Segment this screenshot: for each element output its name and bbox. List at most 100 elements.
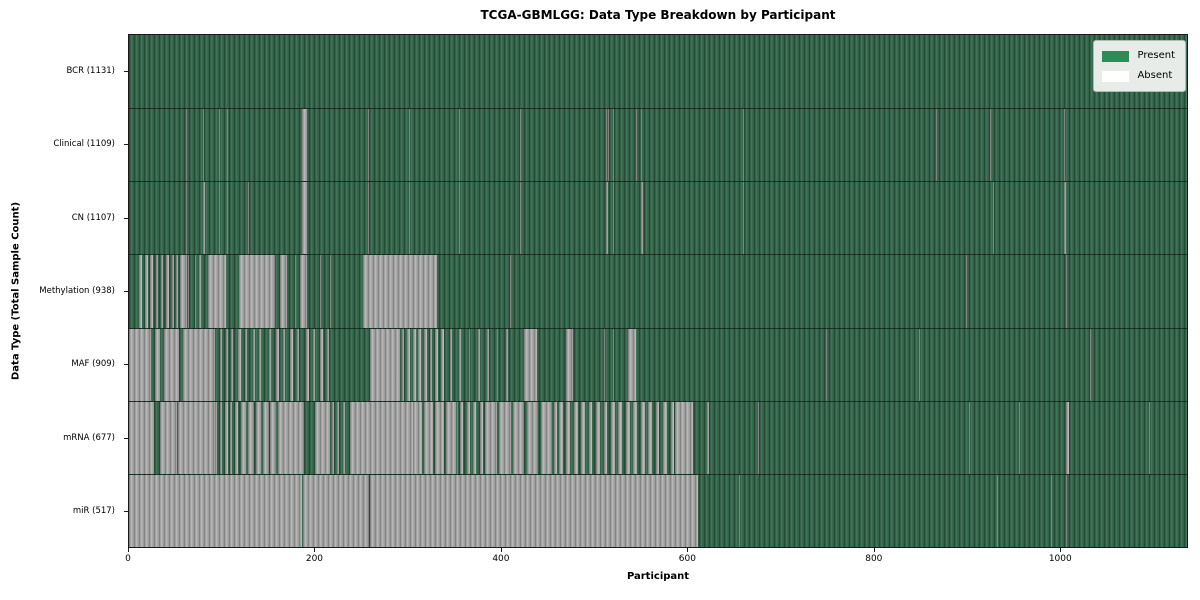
absent-segment xyxy=(268,328,272,401)
absent-segment xyxy=(1066,401,1069,474)
absent-segment xyxy=(195,255,197,328)
absent-segment xyxy=(640,401,645,474)
y-tick-label-bcr: BCR (1131) xyxy=(66,65,116,76)
y-tick-mark xyxy=(124,364,128,366)
absent-segment xyxy=(606,182,609,255)
absent-segment xyxy=(185,182,187,255)
legend-entry-absent: Absent xyxy=(1102,66,1175,86)
matrix-row-mrna xyxy=(129,400,1187,474)
absent-segment xyxy=(435,401,445,474)
absent-segment xyxy=(581,401,585,474)
absent-segment xyxy=(640,109,642,182)
absent-segment xyxy=(219,109,221,182)
absent-segment xyxy=(300,255,307,328)
x-tick-label-200: 200 xyxy=(305,554,324,564)
x-tick-label-1000: 1000 xyxy=(1048,554,1072,564)
absent-segment xyxy=(633,401,638,474)
absent-segment xyxy=(1064,182,1067,255)
absent-segment xyxy=(519,109,521,182)
absent-segment xyxy=(418,328,422,401)
absent-segment xyxy=(505,328,508,401)
absent-segment xyxy=(302,182,307,255)
absent-segment xyxy=(604,328,606,401)
absent-segment xyxy=(182,328,215,401)
absent-segment xyxy=(743,182,745,255)
absent-segment xyxy=(969,401,971,474)
absent-segment xyxy=(655,401,660,474)
absent-segment xyxy=(596,401,600,474)
absent-segment xyxy=(319,328,323,401)
absent-segment xyxy=(289,328,293,401)
absent-segment xyxy=(473,401,477,474)
absent-segment xyxy=(1064,109,1066,182)
absent-segment xyxy=(144,255,148,328)
absent-segment xyxy=(319,255,321,328)
absent-segment xyxy=(129,328,152,401)
absent-segment xyxy=(612,182,614,255)
y-tick-mark xyxy=(124,511,128,513)
absent-segment xyxy=(409,182,411,255)
absent-segment xyxy=(670,401,675,474)
absent-segment xyxy=(139,255,143,328)
absent-segment xyxy=(313,328,316,401)
absent-segment xyxy=(231,328,234,401)
absent-segment xyxy=(362,255,437,328)
absent-segment xyxy=(409,109,411,182)
absent-segment xyxy=(202,109,204,182)
absent-segment xyxy=(519,182,521,255)
absent-segment xyxy=(625,401,630,474)
plot-area xyxy=(128,34,1188,548)
absent-segment xyxy=(513,401,525,474)
absent-segment xyxy=(185,109,187,182)
absent-segment xyxy=(640,182,643,255)
absent-segment xyxy=(329,255,331,328)
absent-segment xyxy=(675,401,693,474)
absent-segment xyxy=(368,109,370,182)
legend-entry-present: Present xyxy=(1102,46,1175,66)
absent-segment xyxy=(618,401,623,474)
absent-segment xyxy=(164,328,180,401)
absent-segment xyxy=(566,328,573,401)
absent-segment xyxy=(485,401,497,474)
absent-segment xyxy=(612,109,614,182)
absent-segment xyxy=(129,474,303,547)
absent-segment xyxy=(573,401,578,474)
absent-segment xyxy=(303,474,370,547)
y-tick-mark xyxy=(124,144,128,146)
absent-segment xyxy=(240,401,247,474)
absent-segment xyxy=(1018,401,1020,474)
absent-segment xyxy=(739,474,741,547)
x-tick-label-0: 0 xyxy=(125,554,131,564)
absent-segment xyxy=(412,328,416,401)
absent-segment xyxy=(527,401,539,474)
absent-segment xyxy=(252,328,255,401)
absent-segment xyxy=(1148,401,1150,474)
absent-segment xyxy=(1066,255,1068,328)
absent-segment xyxy=(627,328,637,401)
absent-segment xyxy=(220,328,223,401)
y-tick-label-methylation: Methylation (938) xyxy=(39,286,115,296)
absent-segment xyxy=(238,255,276,328)
absent-segment xyxy=(554,401,558,474)
absent-segment xyxy=(459,328,462,401)
absent-segment xyxy=(160,255,164,328)
absent-segment xyxy=(636,109,638,182)
absent-segment xyxy=(349,401,390,474)
absent-segment xyxy=(235,401,238,474)
absent-segment xyxy=(237,328,241,401)
absent-segment xyxy=(997,474,999,547)
matrix-row-cn xyxy=(129,181,1187,255)
y-tick-label-mrna: mRNA (677) xyxy=(63,432,115,443)
absent-segment xyxy=(523,328,537,401)
absent-segment xyxy=(919,328,920,401)
absent-segment xyxy=(198,255,201,328)
absent-segment xyxy=(435,328,438,401)
absent-segment xyxy=(337,401,340,474)
absent-segment xyxy=(230,401,233,474)
absent-segment xyxy=(219,182,221,255)
absent-segment xyxy=(155,328,160,401)
absent-segment xyxy=(558,401,563,474)
absent-segment xyxy=(279,255,288,328)
absent-segment xyxy=(663,401,667,474)
absent-segment xyxy=(259,328,262,401)
